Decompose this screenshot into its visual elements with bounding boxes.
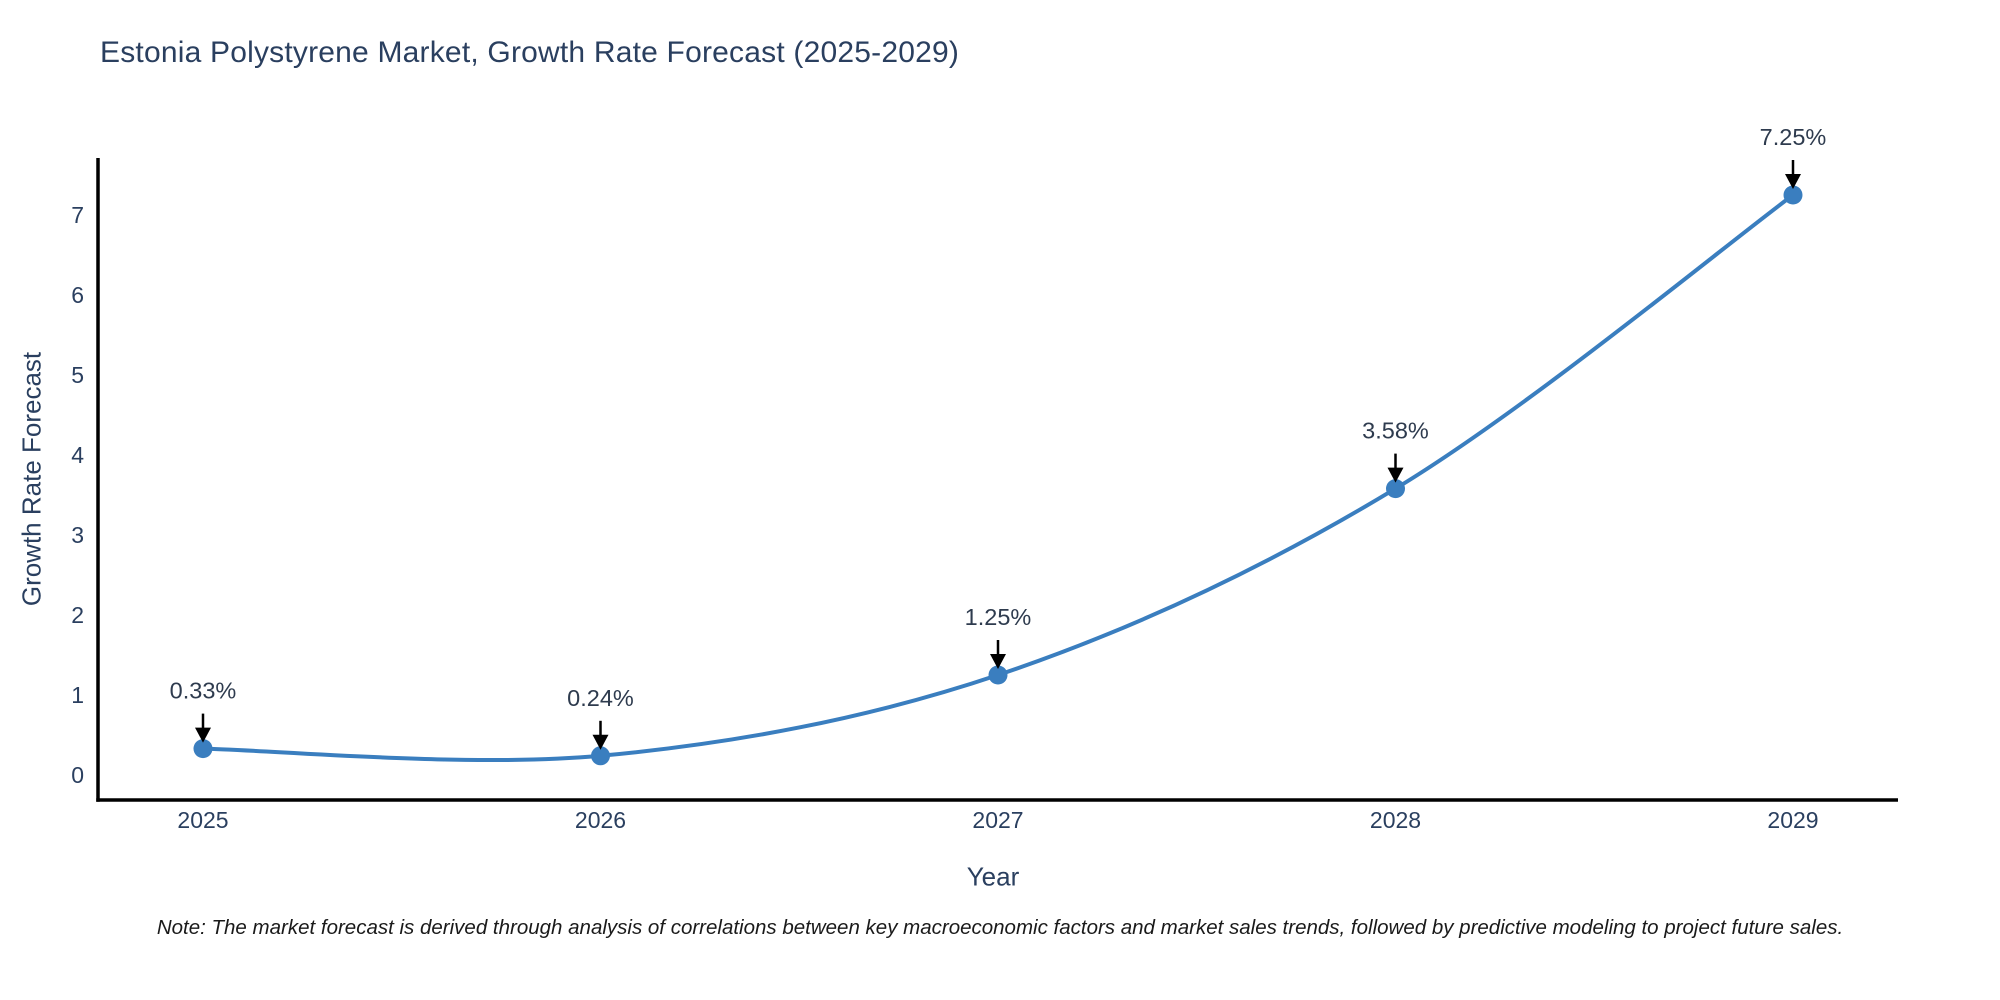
x-tick-2029: 2029	[1767, 807, 1818, 833]
data-point-2028	[1386, 479, 1405, 499]
annotation-arrow-head	[1387, 467, 1404, 483]
y-tick-4: 4	[71, 442, 84, 468]
data-point-2027	[988, 665, 1008, 685]
annotation-label-2027: 1.25%	[965, 604, 1032, 630]
y-tick-2: 2	[71, 602, 84, 628]
annotation-label-2025: 0.33%	[170, 678, 237, 704]
x-tick-2025: 2025	[177, 807, 228, 833]
data-point-2025	[193, 739, 213, 759]
x-tick-2028: 2028	[1370, 807, 1421, 833]
x-tick-2026: 2026	[575, 807, 626, 833]
y-tick-6: 6	[71, 282, 84, 308]
annotation-arrow-head	[1785, 174, 1801, 189]
annotation-arrow-head	[990, 654, 1006, 669]
annotation-label-2029: 7.25%	[1760, 124, 1827, 150]
x-tick-2027: 2027	[972, 807, 1023, 833]
forecast-line	[201, 193, 1795, 763]
y-tick-7: 7	[71, 202, 84, 228]
chart-title: Estonia Polystyrene Market, Growth Rate …	[100, 36, 960, 69]
y-tick-5: 5	[71, 362, 84, 388]
annotation-arrow-head	[592, 734, 609, 750]
y-tick-3: 3	[71, 522, 84, 548]
annotation-label-2026: 0.24%	[567, 685, 634, 711]
y-tick-0: 0	[71, 762, 84, 788]
data-point-2029	[1783, 185, 1803, 205]
x-axis-title: Year	[966, 861, 1020, 892]
footnote: Note: The market forecast is derived thr…	[156, 916, 1844, 939]
annotation-arrow-head	[195, 727, 211, 743]
data-point-2026	[591, 746, 610, 766]
annotation-label-2028: 3.58%	[1362, 418, 1429, 444]
y-tick-1: 1	[71, 682, 84, 708]
